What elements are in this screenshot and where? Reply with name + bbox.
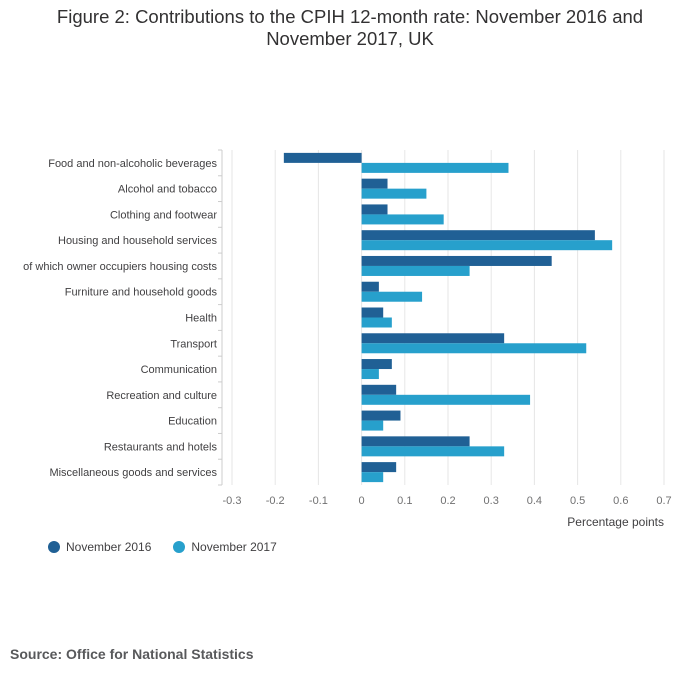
bar-series-1 [361,204,388,215]
bar-series-1 [361,333,505,344]
bar-series-1 [361,230,595,241]
bar-series-1 [361,359,392,370]
bar-chart: Food and non-alcoholic beverages Alcohol … [23,149,672,529]
bar-series-2 [361,420,384,431]
bar-series-2 [361,240,613,251]
legend-item-series-1[interactable]: November 2016 [48,540,151,554]
bar-series-2 [361,317,392,328]
bar-series-1 [361,255,552,266]
legend-marker-series-1 [48,541,60,553]
category-label: of which owner occupiers housing costs [23,261,217,273]
category-label: Furniture and household goods [65,287,218,299]
x-tick-label: -0.2 [266,495,285,507]
x-tick-label: 0.6 [613,495,628,507]
category-label: Housing and household services [58,235,217,247]
x-tick-label: -0.3 [223,495,242,507]
bar-series-1 [361,410,401,421]
bar-series-2 [361,446,505,457]
bar-series-2 [361,291,423,302]
bar-series-2 [361,343,587,354]
bar-series-2 [361,214,444,225]
bar-series-1 [361,384,397,395]
x-axis-title: Percentage points [567,515,664,529]
bar-series-2 [361,369,379,380]
legend-label-series-1: November 2016 [66,540,152,554]
bar-series-2 [361,472,384,483]
bar-series-1 [361,462,397,473]
bar-series-1 [361,178,388,189]
category-label: Miscellaneous goods and services [49,467,217,479]
source-note: Source: Office for National Statistics [10,646,254,662]
chart-title: Figure 2: Contributions to the CPIH 12-m… [56,6,644,49]
legend-marker-series-2 [173,541,186,553]
bar-series-2 [361,265,470,276]
bar-series-1 [361,281,379,292]
x-tick-label: 0.4 [527,495,542,507]
x-tick-label: 0 [359,495,365,507]
x-tick-label: 0.5 [570,495,585,507]
legend: November 2016 November 2017 [48,540,277,554]
x-tick-label: 0.1 [397,495,412,507]
category-label: Health [185,313,217,325]
category-label: Education [168,416,217,428]
legend-label-series-2: November 2017 [191,540,277,554]
category-label: Restaurants and hotels [104,441,218,453]
category-label: Transport [170,338,217,350]
x-tick-label: 0.3 [484,495,499,507]
x-tick-label: -0.1 [309,495,328,507]
legend-item-series-2[interactable]: November 2017 [173,540,277,554]
x-tick-label: 0.2 [440,495,455,507]
bar-series-2 [361,394,531,405]
category-label: Communication [141,364,217,376]
category-label: Clothing and footwear [110,209,217,221]
bar-series-2 [361,162,509,173]
bar-series-1 [283,152,362,163]
bar-series-1 [361,436,470,447]
x-tick-label: 0.7 [656,495,671,507]
bar-series-2 [361,188,427,199]
category-label: Food and non-alcoholic beverages [48,158,217,170]
category-label: Alcohol and tobacco [118,184,217,196]
category-label: Recreation and culture [106,390,217,402]
bar-series-1 [361,307,384,318]
